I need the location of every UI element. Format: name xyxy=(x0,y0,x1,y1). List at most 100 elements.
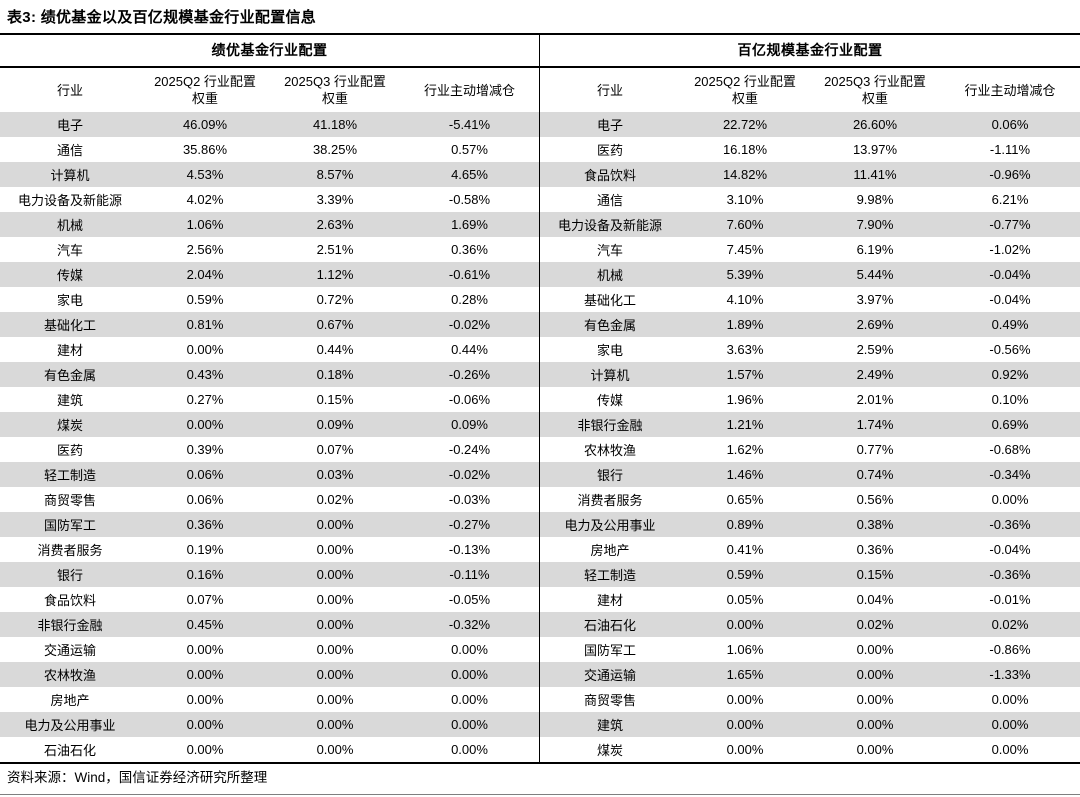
tables-container: 绩优基金行业配置 行业 2025Q2 行业配置 权重 2025Q3 行业配置 权… xyxy=(0,33,1080,764)
table-row: 汽车 2.56% 2.51% 0.36% xyxy=(0,237,539,262)
cell-q3: 0.00% xyxy=(316,567,354,582)
cell-change: -5.41% xyxy=(448,117,491,132)
column-header-line: 2025Q2 行业配置 xyxy=(154,74,256,89)
cell-q2: 0.27% xyxy=(186,392,224,407)
cell-industry: 基础化工 xyxy=(583,293,636,308)
large-scale-funds-header: 百亿规模基金行业配置 xyxy=(540,35,1080,68)
cell-industry: 消费者服务 xyxy=(37,543,103,558)
cell-q3: 13.97% xyxy=(852,142,898,157)
column-header-active-change: 行业主动增减仓 xyxy=(423,82,515,98)
cell-industry: 房地产 xyxy=(50,693,90,708)
cell-q3: 0.00% xyxy=(316,642,354,657)
table-row: 电力设备及新能源 4.02% 3.39% -0.58% xyxy=(0,187,539,212)
table-row: 计算机 4.53% 8.57% 4.65% xyxy=(0,162,539,187)
column-header-q3-weight: 2025Q3 行业配置 权重 xyxy=(270,68,400,112)
cell-q3: 0.56% xyxy=(856,492,894,507)
cell-q2: 0.00% xyxy=(186,717,224,732)
table-row: 机械 1.06% 2.63% 1.69% xyxy=(0,212,539,237)
column-header-line: 2025Q2 行业配置 xyxy=(694,74,796,89)
cell-change: 0.92% xyxy=(991,367,1029,382)
cell-q2: 5.39% xyxy=(726,267,764,282)
table-row: 交通运输 0.00% 0.00% 0.00% xyxy=(0,637,539,662)
cell-q2: 0.06% xyxy=(186,467,224,482)
table-row: 消费者服务 0.65% 0.56% 0.00% xyxy=(540,487,1080,512)
cell-q3: 0.15% xyxy=(316,392,354,407)
cell-industry: 石油石化 xyxy=(43,743,96,758)
cell-industry: 家电 xyxy=(56,293,83,308)
cell-q2: 0.07% xyxy=(186,592,224,607)
cell-q3: 0.02% xyxy=(856,617,894,632)
cell-q3: 0.07% xyxy=(316,442,354,457)
cell-industry: 农林牧渔 xyxy=(583,443,636,458)
cell-change: 0.49% xyxy=(991,317,1029,332)
cell-industry: 电力设备及新能源 xyxy=(17,193,122,208)
cell-q3: 2.49% xyxy=(856,367,894,382)
cell-industry: 建筑 xyxy=(596,718,623,733)
top-performing-funds-header: 绩优基金行业配置 xyxy=(0,35,539,68)
cell-q3: 0.18% xyxy=(316,367,354,382)
cell-industry: 食品饮料 xyxy=(583,168,636,183)
cell-q3: 26.60% xyxy=(852,117,898,132)
table-row: 建材 0.05% 0.04% -0.01% xyxy=(540,587,1080,612)
cell-industry: 有色金属 xyxy=(43,368,96,383)
cell-q2: 0.19% xyxy=(186,542,224,557)
cell-change: 0.00% xyxy=(451,642,488,657)
table-row: 通信 3.10% 9.98% 6.21% xyxy=(540,187,1080,212)
cell-q2: 0.39% xyxy=(186,442,224,457)
cell-q3: 3.39% xyxy=(316,192,354,207)
cell-q3: 5.44% xyxy=(856,267,894,282)
cell-industry: 计算机 xyxy=(590,368,630,383)
table-row: 通信 35.86% 38.25% 0.57% xyxy=(0,137,539,162)
table-row: 交通运输 1.65% 0.00% -1.33% xyxy=(540,662,1080,687)
cell-q3: 6.19% xyxy=(856,242,894,257)
cell-q2: 0.06% xyxy=(186,492,224,507)
cell-change: 0.02% xyxy=(991,617,1029,632)
cell-q2: 3.63% xyxy=(726,342,764,357)
source-note: 资料来源：Wind，国信证券经济研究所整理 xyxy=(7,770,268,785)
cell-industry: 国防军工 xyxy=(583,643,636,658)
column-header-line: 2025Q3 行业配置 xyxy=(824,74,926,89)
table-row: 银行 0.16% 0.00% -0.11% xyxy=(0,562,539,587)
cell-q2: 14.82% xyxy=(722,167,768,182)
table-row: 电子 46.09% 41.18% -5.41% xyxy=(0,112,539,137)
cell-change: -0.24% xyxy=(448,442,491,457)
cell-change: -0.13% xyxy=(448,542,491,557)
cell-q2: 0.05% xyxy=(726,592,764,607)
cell-q3: 0.02% xyxy=(316,492,354,507)
table-row: 机械 5.39% 5.44% -0.04% xyxy=(540,262,1080,287)
top-performing-funds-panel: 绩优基金行业配置 行业 2025Q2 行业配置 权重 2025Q3 行业配置 权… xyxy=(0,35,540,762)
cell-change: 0.00% xyxy=(451,667,488,682)
table-row: 传媒 2.04% 1.12% -0.61% xyxy=(0,262,539,287)
cell-industry: 商贸零售 xyxy=(43,493,96,508)
table-row: 基础化工 0.81% 0.67% -0.02% xyxy=(0,312,539,337)
table-row: 电子 22.72% 26.60% 0.06% xyxy=(540,112,1080,137)
cell-q2: 4.02% xyxy=(186,192,224,207)
cell-industry: 轻工制造 xyxy=(43,468,96,483)
cell-q3: 2.59% xyxy=(856,342,894,357)
table-row: 商贸零售 0.06% 0.02% -0.03% xyxy=(0,487,539,512)
cell-q2: 0.59% xyxy=(186,292,224,307)
bottom-divider xyxy=(0,794,1080,795)
cell-change: -0.96% xyxy=(989,167,1031,182)
cell-industry: 电子 xyxy=(56,118,83,133)
cell-industry: 消费者服务 xyxy=(577,493,643,508)
cell-industry: 农林牧渔 xyxy=(43,668,96,683)
cell-q2: 2.04% xyxy=(186,267,224,282)
cell-q2: 0.43% xyxy=(186,367,224,382)
cell-q2: 0.00% xyxy=(186,667,224,682)
column-header-line: 权重 xyxy=(191,91,218,106)
cell-industry: 基础化工 xyxy=(43,318,96,333)
cell-q2: 2.56% xyxy=(186,242,224,257)
cell-industry: 传媒 xyxy=(56,268,83,283)
cell-industry: 传媒 xyxy=(596,393,623,408)
cell-q3: 0.77% xyxy=(856,442,894,457)
cell-change: -0.27% xyxy=(448,517,491,532)
cell-change: 0.57% xyxy=(451,142,488,157)
cell-industry: 通信 xyxy=(596,193,623,208)
table-row: 房地产 0.41% 0.36% -0.04% xyxy=(540,537,1080,562)
cell-industry: 通信 xyxy=(56,143,83,158)
cell-q2: 16.18% xyxy=(722,142,768,157)
cell-change: -0.34% xyxy=(989,467,1031,482)
table-row: 汽车 7.45% 6.19% -1.02% xyxy=(540,237,1080,262)
cell-industry: 石油石化 xyxy=(583,618,636,633)
